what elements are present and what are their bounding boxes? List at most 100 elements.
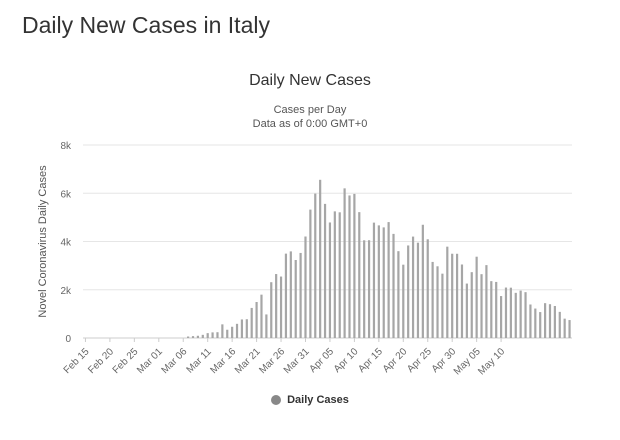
x-tick-label: Apr 15 — [356, 346, 385, 375]
bar[interactable] — [475, 256, 478, 338]
x-tick-label: Feb 15 — [62, 346, 92, 376]
bar[interactable] — [211, 332, 214, 338]
bar[interactable] — [245, 319, 248, 338]
x-tick-label: Apr 20 — [381, 346, 410, 375]
bar[interactable] — [480, 274, 483, 338]
bar[interactable] — [240, 319, 244, 338]
bar[interactable] — [509, 287, 512, 338]
x-tick-label: Mar 11 — [185, 346, 215, 376]
bar[interactable] — [499, 296, 503, 338]
bar[interactable] — [382, 227, 385, 338]
x-tick-label: Feb 25 — [111, 346, 141, 376]
bar[interactable] — [514, 292, 517, 338]
bar[interactable] — [539, 312, 542, 338]
bar[interactable] — [548, 304, 552, 338]
x-tick-label: Apr 25 — [405, 346, 434, 375]
x-tick-label: Mar 16 — [208, 346, 238, 376]
bar[interactable] — [304, 236, 307, 338]
bar[interactable] — [441, 273, 444, 338]
bar[interactable] — [519, 290, 522, 338]
chart-title: Daily New Cases — [249, 72, 371, 89]
y-tick-label: 4k — [60, 238, 72, 249]
bar[interactable] — [558, 311, 561, 338]
bar[interactable] — [226, 329, 229, 338]
bar[interactable] — [490, 281, 493, 338]
bar[interactable] — [294, 260, 297, 338]
legend[interactable]: Daily Cases — [0, 394, 620, 408]
bar[interactable] — [343, 188, 346, 338]
bar[interactable] — [431, 261, 434, 338]
bar[interactable] — [392, 233, 395, 338]
bar[interactable] — [416, 242, 420, 338]
x-tick-label: May 10 — [476, 346, 507, 377]
bar[interactable] — [265, 314, 268, 338]
bar[interactable] — [187, 336, 190, 339]
bar[interactable] — [372, 222, 376, 338]
bar[interactable] — [231, 326, 234, 338]
bar[interactable] — [363, 240, 366, 338]
legend-item-daily-cases[interactable]: Daily Cases — [271, 394, 349, 406]
bar[interactable] — [563, 318, 566, 338]
bar[interactable] — [534, 308, 537, 338]
bar[interactable] — [387, 222, 390, 338]
bar[interactable] — [201, 334, 204, 338]
bar[interactable] — [524, 292, 527, 338]
y-tick-label: 6k — [60, 189, 72, 200]
bar[interactable] — [504, 287, 508, 338]
bar[interactable] — [455, 253, 459, 338]
y-tick-label: 8k — [60, 141, 72, 152]
bar[interactable] — [270, 282, 273, 338]
bar[interactable] — [323, 203, 327, 338]
bar[interactable] — [451, 253, 454, 338]
bar[interactable] — [421, 224, 424, 338]
bar[interactable] — [529, 304, 532, 338]
bar[interactable] — [485, 265, 488, 338]
bar[interactable] — [255, 302, 258, 338]
bar[interactable] — [235, 323, 239, 338]
bar[interactable] — [206, 333, 209, 338]
bar[interactable] — [402, 264, 405, 338]
bar[interactable] — [358, 212, 361, 338]
bar[interactable] — [470, 272, 473, 338]
bar[interactable] — [407, 245, 410, 338]
bar[interactable] — [367, 240, 371, 338]
x-tick-label: Apr 10 — [332, 346, 361, 375]
bar[interactable] — [377, 225, 380, 338]
bar[interactable] — [309, 209, 312, 338]
bar[interactable] — [333, 211, 336, 338]
bar[interactable] — [319, 179, 322, 338]
bar[interactable] — [250, 307, 253, 338]
y-tick-label: 2k — [60, 286, 72, 297]
bar[interactable] — [411, 236, 415, 338]
bar[interactable] — [465, 283, 468, 338]
bar[interactable] — [284, 253, 288, 338]
bar[interactable] — [289, 251, 292, 338]
bar[interactable] — [328, 222, 332, 338]
bar[interactable] — [216, 332, 219, 338]
bar[interactable] — [314, 193, 317, 338]
bar[interactable] — [260, 294, 263, 338]
bar[interactable] — [221, 324, 224, 338]
bar[interactable] — [460, 264, 464, 338]
legend-label: Daily Cases — [287, 394, 349, 406]
bar[interactable] — [446, 246, 449, 338]
bar[interactable] — [275, 274, 278, 338]
bar[interactable] — [338, 212, 341, 338]
bar[interactable] — [544, 303, 547, 338]
bar[interactable] — [196, 335, 200, 338]
bar[interactable] — [353, 193, 356, 338]
chart-subtitle-line-1: Cases per Day — [273, 104, 347, 116]
x-tick-label: Mar 31 — [282, 346, 312, 376]
bar[interactable] — [436, 266, 439, 338]
bar[interactable] — [397, 251, 400, 338]
bar[interactable] — [279, 276, 283, 338]
bar[interactable] — [553, 305, 556, 338]
grid-lines — [83, 144, 572, 339]
bar[interactable] — [348, 195, 351, 338]
bar[interactable] — [299, 252, 302, 338]
bar[interactable] — [495, 281, 498, 338]
bar[interactable] — [426, 239, 429, 338]
bar[interactable] — [191, 336, 195, 338]
bar[interactable] — [568, 320, 571, 338]
